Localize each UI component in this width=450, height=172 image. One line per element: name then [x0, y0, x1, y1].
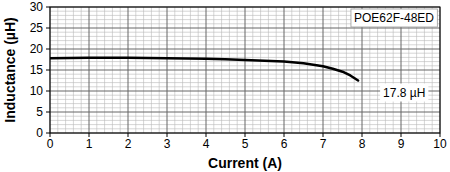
x-axis-title: Current (A): [208, 155, 282, 171]
chart: 0 1 2 3 4 5 6 7 8 9 10 0 5 10 15 20 25 30 POE62F-48ED 17.8 …: [0, 0, 450, 172]
tick-mark: [46, 112, 50, 113]
x-tick-label: 4: [203, 137, 210, 151]
x-tick-label: 6: [281, 137, 288, 151]
y-tick-label: 10: [30, 84, 44, 98]
plot-background: [50, 7, 440, 133]
y-tick-label: 5: [36, 105, 43, 119]
annotation-group: 17.8 µH: [380, 84, 428, 102]
x-tick-label: 0: [47, 137, 54, 151]
plot-frame: [50, 7, 440, 133]
grid-line: [50, 70, 440, 71]
tick-mark: [46, 133, 50, 134]
grid-line: [50, 49, 440, 50]
x-tick-label: 2: [125, 137, 132, 151]
tick-mark: [46, 91, 50, 92]
x-tick-label: 8: [359, 137, 366, 151]
major-grid: [50, 7, 440, 133]
x-tick-label: 3: [164, 137, 171, 151]
grid-line: [50, 112, 440, 113]
tick-mark: [46, 28, 50, 29]
y-tick-label: 25: [30, 21, 44, 35]
tick-mark: [46, 70, 50, 71]
legend-label-background: [351, 9, 437, 27]
x-tick-label: 5: [242, 137, 249, 151]
legend-label: POE62F-48ED: [354, 11, 434, 25]
data-group: [50, 58, 358, 81]
y-tick-label: 30: [30, 0, 44, 14]
grid-line: [50, 28, 440, 29]
tick-mark: [46, 7, 50, 8]
y-tick-label: 15: [30, 63, 44, 77]
y-tick-label: 20: [30, 42, 44, 56]
x-tick-label: 7: [320, 137, 327, 151]
x-tick-label: 1: [86, 137, 93, 151]
series-line: [50, 58, 358, 81]
tick-mark: [46, 49, 50, 50]
x-tick-label: 10: [433, 137, 447, 151]
minor-grid: [50, 7, 440, 133]
x-tick-label: 9: [398, 137, 405, 151]
y-tick-label: 0: [36, 126, 43, 140]
annotation: 17.8 µH: [383, 86, 425, 100]
legend-label-group: POE62F-48ED: [351, 9, 437, 27]
y-axis-title: Inductance (µH): [2, 17, 18, 122]
annotation-background: [380, 84, 428, 102]
